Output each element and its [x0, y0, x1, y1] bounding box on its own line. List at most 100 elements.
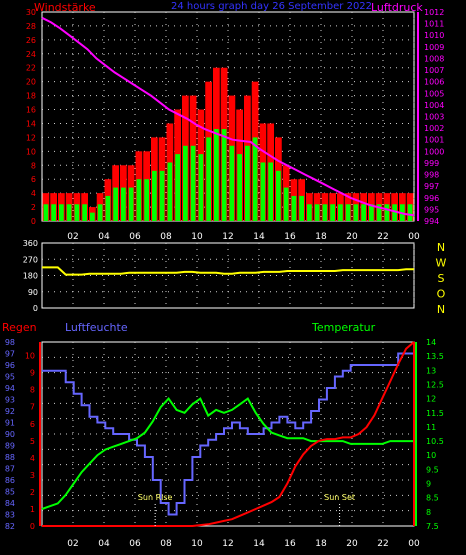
humidity-y-tick: 96 — [5, 361, 15, 370]
temperature-y-tick: 8.5 — [426, 494, 439, 503]
x-tick-label: 00 — [408, 539, 420, 549]
temperature-y-tick: 7.5 — [426, 522, 439, 531]
temperature-y-tick: 13.5 — [426, 352, 444, 361]
wind-avg-bar — [237, 154, 242, 221]
wind-y-tick: 8 — [31, 161, 36, 170]
x-tick-label: 10 — [191, 539, 203, 549]
x-tick-label: 18 — [315, 539, 327, 549]
humidity-y-tick: 88 — [5, 453, 15, 462]
rain-y-tick: 8 — [30, 386, 35, 395]
humidity-y-tick: 91 — [5, 419, 15, 428]
wind-avg-bar — [51, 204, 56, 221]
humidity-y-tick: 98 — [5, 338, 15, 347]
wind-avg-bar — [206, 137, 211, 221]
wind-avg-bar — [314, 204, 320, 221]
sun-annotation: Sun Rise — [138, 493, 173, 502]
pressure-y-tick: 994 — [424, 217, 439, 226]
direction-y-tick: 360 — [23, 239, 38, 248]
wind-avg-bar — [407, 204, 413, 221]
wind-avg-bar — [392, 204, 397, 221]
wind-y-tick: 18 — [26, 92, 36, 101]
wind-avg-bar — [105, 195, 111, 221]
rain-y-tick: 2 — [30, 488, 35, 497]
wind-avg-bar — [183, 145, 188, 221]
wind-avg-bar — [43, 204, 49, 221]
humidity-y-tick: 89 — [5, 442, 15, 451]
compass-label: O — [437, 288, 446, 301]
x-tick-label: 16 — [284, 539, 296, 549]
rain-y-tick: 10 — [25, 352, 35, 361]
direction-y-tick: 180 — [23, 272, 38, 281]
x-tick-label: 08 — [160, 539, 172, 549]
pressure-y-tick: 1012 — [424, 8, 444, 17]
x-tick-label: 22 — [377, 232, 388, 242]
temperature-y-tick: 11.5 — [426, 409, 444, 418]
temperature-y-tick: 9 — [426, 480, 431, 489]
x-tick-label: 10 — [191, 232, 203, 242]
humidity-y-tick: 95 — [5, 373, 15, 382]
wind-avg-bar — [276, 170, 281, 221]
direction-y-tick: 90 — [28, 288, 38, 297]
pressure-y-tick: 997 — [424, 182, 439, 191]
temperature-y-tick: 10.5 — [426, 437, 444, 446]
rain-label: Regen — [2, 321, 37, 334]
rain-y-tick: 7 — [30, 403, 35, 412]
humidity-line — [42, 352, 414, 516]
rain-y-tick: 0 — [30, 522, 35, 531]
temperature-y-tick: 8 — [426, 508, 431, 517]
wind-avg-bar — [330, 204, 335, 221]
wind-y-tick: 0 — [31, 217, 36, 226]
temperature-y-tick: 13 — [426, 366, 436, 375]
pressure-y-tick: 1009 — [424, 43, 444, 52]
compass-label: S — [438, 272, 445, 285]
wind-avg-bar — [252, 137, 258, 221]
wind-avg-bar — [338, 204, 343, 221]
pressure-y-tick: 1003 — [424, 113, 444, 122]
wind-y-tick: 4 — [31, 189, 36, 198]
wind-avg-bar — [66, 204, 72, 221]
direction-y-tick: 0 — [33, 304, 38, 313]
wind-label: Windstärke — [34, 1, 96, 14]
chart-title: 24 hours graph day 26 September 2022 — [171, 1, 373, 12]
wind-y-tick: 6 — [31, 175, 36, 184]
wind-y-tick: 20 — [26, 78, 36, 87]
wind-y-tick: 14 — [26, 119, 36, 128]
humidity-y-tick: 85 — [5, 488, 15, 497]
wind-avg-bar — [221, 129, 227, 221]
wind-chart-frame — [41, 11, 415, 222]
pressure-y-tick: 1008 — [424, 54, 444, 63]
sun-annotation: Sun Set — [324, 493, 355, 502]
compass-label: N — [437, 303, 445, 316]
wind-avg-bar — [307, 204, 312, 221]
wind-avg-bar — [283, 187, 289, 221]
rain-y-tick: 9 — [30, 369, 35, 378]
wind-avg-bar — [322, 204, 328, 221]
temperature-y-tick: 11 — [426, 423, 436, 432]
wind-y-tick: 2 — [31, 203, 36, 212]
wind-y-tick: 24 — [26, 50, 36, 59]
pressure-y-tick: 1005 — [424, 89, 444, 98]
wind-avg-bar — [167, 162, 173, 221]
direction-line — [42, 266, 414, 276]
x-tick-label: 02 — [67, 539, 78, 549]
wind-avg-bar — [144, 179, 149, 221]
wind-y-tick: 10 — [26, 147, 36, 156]
x-tick-label: 04 — [98, 539, 110, 549]
humidity-y-tick: 82 — [5, 522, 15, 531]
wind-y-tick: 22 — [26, 64, 36, 73]
wind-y-tick: 12 — [26, 133, 36, 142]
humidity-y-tick: 86 — [5, 476, 15, 485]
wind-avg-bar — [245, 145, 250, 221]
pressure-y-tick: 1004 — [424, 101, 444, 110]
wind-avg-bar — [369, 204, 374, 221]
wind-avg-bar — [128, 187, 134, 221]
wind-avg-bar — [376, 204, 382, 221]
x-tick-label: 12 — [222, 539, 233, 549]
pressure-y-tick: 998 — [424, 171, 439, 180]
x-tick-label: 00 — [408, 232, 420, 242]
wind-avg-bar — [198, 154, 204, 221]
compass-label: W — [436, 257, 447, 270]
wind-avg-bar — [384, 204, 390, 221]
